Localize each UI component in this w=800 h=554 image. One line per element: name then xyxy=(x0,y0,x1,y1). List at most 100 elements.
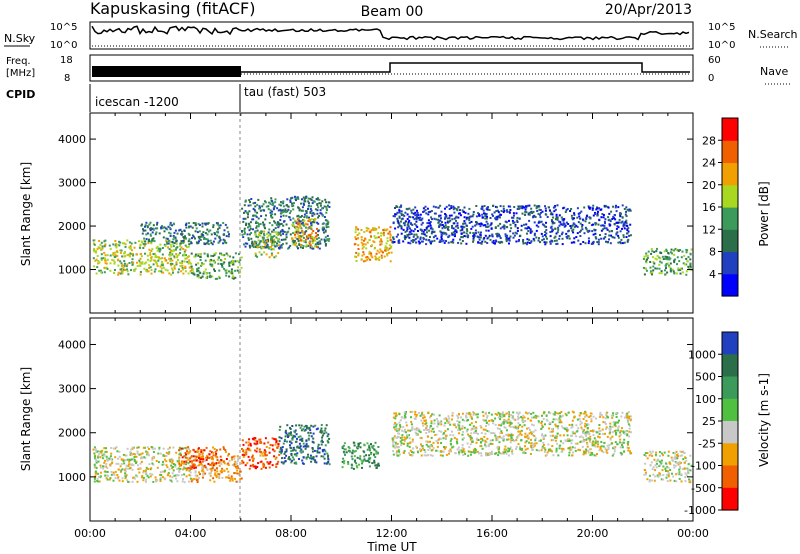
velocity-echo-cell xyxy=(454,452,457,455)
power-echo-cell xyxy=(194,253,197,256)
power-echo-cell xyxy=(570,241,573,244)
power-echo-cell xyxy=(117,273,120,276)
velocity-echo-cell xyxy=(422,417,425,419)
velocity-echo-cell xyxy=(562,427,565,429)
power-echo-cell xyxy=(486,208,489,211)
power-echo-cell xyxy=(522,239,525,241)
power-echo-cell xyxy=(575,224,578,227)
power-echo-cell xyxy=(595,222,598,225)
velocity-echo-cell xyxy=(493,432,496,435)
velocity-echo-cell xyxy=(146,453,149,456)
power-echo-cell xyxy=(413,218,416,221)
power-echo-cell xyxy=(385,242,388,245)
velocity-echo-cell xyxy=(590,412,593,415)
velocity-echo-cell xyxy=(396,427,398,430)
power-echo-cell xyxy=(485,229,488,232)
velocity-echo-cell xyxy=(395,445,398,448)
velocity-echo-cell xyxy=(568,424,571,426)
power-echo-cell xyxy=(190,240,192,243)
velocity-echo-cell xyxy=(185,463,187,466)
power-echo-cell xyxy=(292,217,295,220)
velocity-echo-cell xyxy=(106,471,109,473)
power-echo-cell xyxy=(524,210,527,213)
power-echo-cell xyxy=(528,211,531,214)
power-echo-cell xyxy=(689,258,692,261)
power-echo-cell xyxy=(175,240,178,243)
power-echo-cell xyxy=(116,254,119,257)
power-echo-cell xyxy=(472,240,475,243)
power-echo-cell xyxy=(230,260,233,263)
power-echo-cell xyxy=(457,226,460,229)
power-echo-cell xyxy=(302,247,304,249)
power-echo-cell xyxy=(604,205,607,207)
power-echo-cell xyxy=(204,259,207,262)
velocity-echo-cell xyxy=(167,473,170,476)
power-echo-cell xyxy=(254,214,257,217)
power-echo-cell xyxy=(265,253,268,256)
power-echo-cell xyxy=(325,226,328,229)
power-echo-cell xyxy=(174,237,177,240)
velocity-echo-cell xyxy=(490,432,493,435)
velocity-echo-cell xyxy=(279,446,282,449)
power-echo-cell xyxy=(303,213,306,216)
power-echo-cell xyxy=(572,241,575,244)
velocity-echo-cell xyxy=(193,449,196,452)
velocity-echo-cell xyxy=(559,434,562,437)
velocity-echo-cell xyxy=(351,464,354,467)
power-echo-cell xyxy=(513,214,515,217)
power-echo-cell xyxy=(262,239,265,241)
velocity-echo-cell xyxy=(350,455,353,458)
power-echo-cell xyxy=(157,256,160,259)
power-echo-cell xyxy=(158,257,161,260)
velocity-echo-cell xyxy=(548,411,550,414)
velocity-echo-cell xyxy=(605,428,607,431)
power-echo-cell xyxy=(438,241,441,243)
power-echo-cell xyxy=(114,240,117,242)
power-echo-cell xyxy=(447,229,450,231)
power-echo-cell xyxy=(271,200,274,203)
power-echo-cell xyxy=(170,249,173,252)
velocity-echo-cell xyxy=(604,432,606,435)
power-echo-cell xyxy=(305,210,308,213)
power-echo-cell xyxy=(400,227,403,230)
velocity-echo-cell xyxy=(210,469,213,472)
power-echo-cell xyxy=(145,238,148,241)
power-echo-cell xyxy=(405,229,408,232)
power-echo-cell xyxy=(214,233,217,236)
power-echo-cell xyxy=(304,223,307,226)
velocity-echo-cell xyxy=(132,464,135,467)
power-echo-cell xyxy=(389,236,392,239)
velocity-echo-cell xyxy=(96,450,99,453)
power-echo-cell xyxy=(612,205,614,208)
power-echo-cell xyxy=(291,204,294,207)
power-echo-cell xyxy=(261,246,264,249)
power-echo-cell xyxy=(156,245,159,248)
power-echo-cell xyxy=(138,240,140,243)
power-echo-cell xyxy=(164,257,166,260)
power-echo-cell xyxy=(304,196,307,199)
power-echo-cell xyxy=(462,231,465,234)
power-echo-cell xyxy=(404,220,407,223)
power-echo-cell xyxy=(244,199,247,202)
velocity-echo-cell xyxy=(130,448,133,451)
velocity-echo-cell xyxy=(245,453,248,456)
power-echo-cell xyxy=(185,257,188,260)
power-echo-cell xyxy=(403,236,406,239)
velocity-echo-cell xyxy=(178,456,181,459)
power-echo-cell xyxy=(215,222,218,225)
velocity-echo-cell xyxy=(508,448,511,450)
power-echo-cell xyxy=(225,235,228,238)
power-echo-cell xyxy=(620,238,623,241)
velocity-echo-cell xyxy=(215,456,218,458)
power-echo-cell xyxy=(240,266,243,269)
power-echo-cell xyxy=(199,255,202,258)
power-echo-cell xyxy=(464,235,467,238)
velocity-echo-cell xyxy=(95,450,98,453)
velocity-echo-cell xyxy=(430,430,433,433)
power-echo-cell xyxy=(328,201,331,204)
velocity-echo-cell xyxy=(276,446,279,449)
velocity-echo-cell xyxy=(220,463,223,466)
power-echo-cell xyxy=(156,227,159,230)
power-echo-cell xyxy=(418,218,421,221)
